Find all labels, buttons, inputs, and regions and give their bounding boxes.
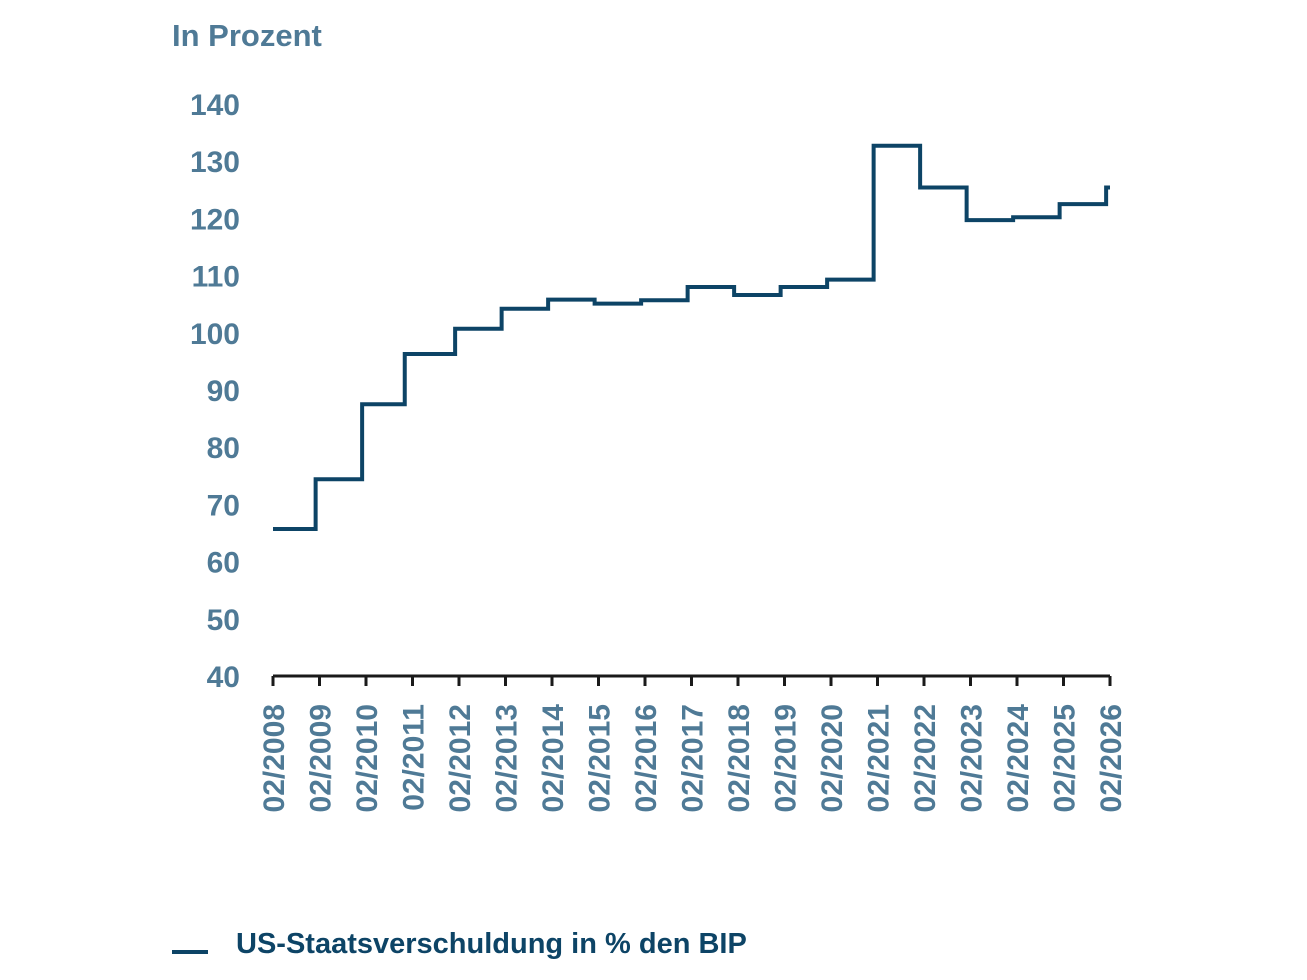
x-tick-label: 02/2017 [677, 704, 710, 812]
y-tick-label: 120 [190, 203, 240, 236]
y-tick-label: 130 [190, 146, 240, 179]
x-tick-label: 02/2015 [584, 704, 617, 812]
y-tick-label: 70 [207, 489, 240, 522]
legend-label: US-Staatsverschuldung in % den BIP [236, 928, 747, 960]
x-tick-label: 02/2018 [723, 704, 756, 812]
series-line [273, 143, 1110, 531]
x-tick-label: 02/2025 [1049, 704, 1082, 812]
x-tick-label: 02/2020 [816, 704, 849, 812]
y-tick-label: 140 [190, 89, 240, 122]
y-tick-label: 40 [207, 661, 240, 694]
x-tick-label: 02/2021 [863, 704, 896, 812]
x-tick-label: 02/2013 [491, 704, 524, 812]
x-tick-label: 02/2014 [537, 704, 570, 813]
y-tick-label: 90 [207, 375, 240, 408]
x-tick-label: 02/2024 [1002, 704, 1035, 813]
x-tick-label: 02/2023 [956, 704, 989, 812]
y-tick-label: 80 [207, 432, 240, 465]
x-tick-label: 02/2022 [909, 704, 942, 812]
x-tick-label: 02/2008 [258, 704, 291, 812]
x-tick-label: 02/2012 [444, 704, 477, 812]
y-tick-label: 50 [207, 604, 240, 637]
y-axis-label: In Prozent [172, 18, 322, 53]
x-tick-label: 02/2011 [398, 704, 431, 811]
x-tick-label: 02/2019 [770, 704, 803, 812]
y-tick-label: 100 [190, 318, 240, 351]
legend-swatch [172, 949, 208, 954]
legend: US-Staatsverschuldung in % den BIP [172, 928, 747, 961]
x-tick-label: 02/2010 [351, 704, 384, 812]
x-tick-label: 02/2009 [305, 704, 338, 812]
x-tick-label: 02/2016 [630, 704, 663, 812]
y-tick-label: 110 [192, 261, 240, 294]
y-tick-label: 60 [207, 547, 240, 580]
x-tick-label: 02/2026 [1095, 704, 1128, 812]
